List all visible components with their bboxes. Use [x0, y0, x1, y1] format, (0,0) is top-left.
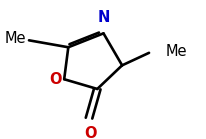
Text: N: N — [97, 10, 109, 25]
Text: Me: Me — [4, 31, 26, 46]
Text: O: O — [83, 126, 96, 139]
Text: O: O — [49, 72, 61, 87]
Text: Me: Me — [164, 44, 186, 59]
